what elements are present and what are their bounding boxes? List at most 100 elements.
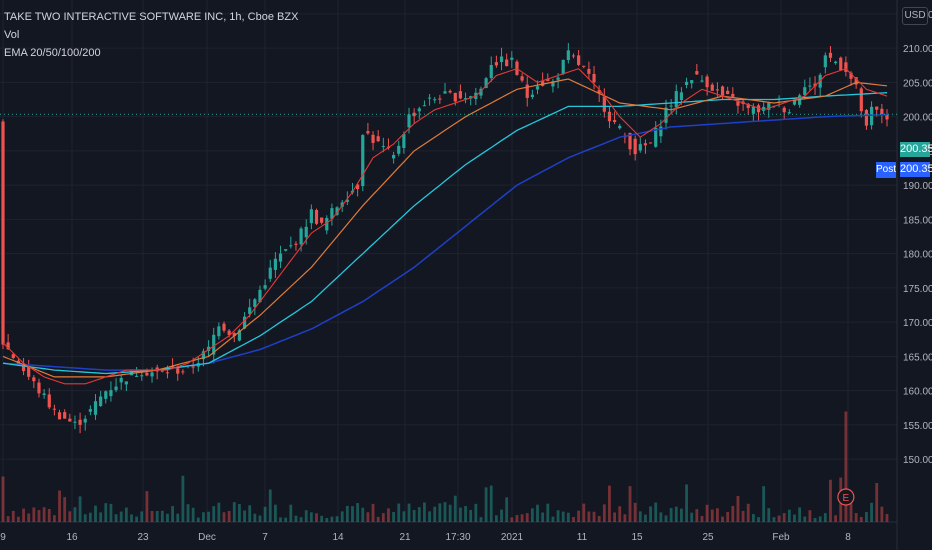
- candle-body: [556, 77, 560, 80]
- ema-indicator-label[interactable]: EMA 20/50/100/200: [4, 47, 101, 59]
- volume-bar: [356, 503, 360, 522]
- candle-body: [664, 107, 668, 123]
- candle-body: [869, 106, 874, 126]
- volume-bar: [608, 485, 611, 522]
- volume-bar: [42, 507, 46, 522]
- volume-bar: [551, 516, 555, 522]
- candle-body: [597, 89, 601, 94]
- candle-body: [746, 103, 750, 109]
- candle-body: [587, 68, 591, 74]
- candle-body: [366, 131, 370, 134]
- volume-bar: [731, 505, 735, 522]
- candle-body: [463, 98, 468, 100]
- volume-bar: [1, 476, 5, 522]
- volume-bar: [63, 497, 67, 522]
- volume-bar: [268, 489, 272, 522]
- volume-bar: [782, 513, 786, 522]
- volume-bar: [638, 511, 642, 522]
- volume-bar: [130, 514, 133, 522]
- x-tick-label: 23: [137, 532, 149, 543]
- candle-body: [1, 121, 5, 345]
- volume-bar: [11, 510, 15, 522]
- volume-bar: [705, 504, 709, 522]
- volume-bar: [428, 511, 431, 522]
- volume-bar: [633, 502, 637, 522]
- volume-bar: [397, 503, 401, 522]
- volume-bar: [402, 511, 406, 522]
- candle-body: [679, 92, 684, 100]
- volume-bar: [299, 517, 303, 522]
- volume-bar: [207, 511, 210, 522]
- volume-bar: [541, 512, 545, 522]
- volume-bar: [849, 503, 853, 522]
- volume-bar: [859, 516, 863, 522]
- candle-body: [248, 307, 252, 314]
- volume-bar: [751, 514, 755, 522]
- volume-bar: [762, 486, 766, 522]
- volume-bar: [813, 517, 817, 522]
- candle-body: [268, 267, 272, 279]
- ema200-line: [2, 113, 888, 371]
- volume-bar: [124, 507, 128, 522]
- candle-body: [222, 323, 226, 331]
- ema20-line: [2, 68, 888, 385]
- candle-body: [834, 61, 838, 64]
- volume-bar: [232, 502, 236, 522]
- candle-body: [669, 105, 673, 107]
- x-tick-label: 15: [631, 532, 643, 543]
- y-tick-label: 205.00: [903, 78, 932, 89]
- volume-bar: [787, 509, 791, 522]
- volume-bar: [145, 491, 149, 522]
- volume-bar: [453, 495, 457, 522]
- candle-body: [78, 419, 82, 425]
- volume-bar: [6, 516, 10, 522]
- volume-bar: [561, 511, 565, 522]
- volume-bar: [803, 516, 807, 522]
- candle-body: [726, 90, 730, 95]
- volume-bar: [690, 512, 694, 522]
- candle-body: [114, 386, 118, 391]
- candle-body: [68, 418, 72, 422]
- volume-bar: [217, 502, 221, 522]
- volume-bar: [37, 510, 41, 522]
- candle-body: [27, 365, 31, 377]
- volume-bar: [525, 513, 529, 522]
- candle-body: [433, 99, 437, 101]
- candle-body: [571, 55, 576, 57]
- candle-body: [813, 83, 817, 87]
- volume-bar: [736, 496, 740, 522]
- candle-body: [607, 111, 612, 122]
- volume-bar: [726, 511, 730, 522]
- volume-bar: [674, 506, 678, 522]
- volume-bar: [17, 516, 20, 522]
- candle-body: [37, 382, 41, 394]
- candle-body: [135, 375, 139, 377]
- candle-body: [140, 375, 144, 377]
- candle-body: [381, 146, 385, 148]
- volume-bar: [587, 511, 591, 522]
- candle-body: [731, 93, 735, 97]
- volume-bar: [695, 509, 699, 522]
- candle-body: [314, 209, 319, 224]
- candle-body: [109, 390, 113, 397]
- candle-body: [510, 57, 514, 60]
- volume-bar: [680, 508, 683, 522]
- candle-body: [93, 401, 98, 415]
- candle-body: [258, 289, 262, 303]
- volume-bar: [392, 511, 396, 522]
- volume-bar: [279, 517, 282, 522]
- candle-body: [361, 135, 365, 187]
- candle-body: [520, 76, 524, 81]
- earnings-marker-icon[interactable]: [837, 488, 855, 506]
- candle-body: [191, 366, 195, 368]
- candle-body: [201, 351, 206, 360]
- candle-body: [715, 89, 719, 91]
- volume-bar: [715, 508, 719, 522]
- x-tick-label: 17:30: [445, 532, 470, 543]
- volume-bar: [361, 507, 365, 522]
- volume-bar: [83, 514, 87, 522]
- volume-bar: [669, 508, 673, 522]
- volume-indicator-label[interactable]: Vol: [4, 29, 20, 41]
- currency-button[interactable]: USD: [902, 7, 928, 25]
